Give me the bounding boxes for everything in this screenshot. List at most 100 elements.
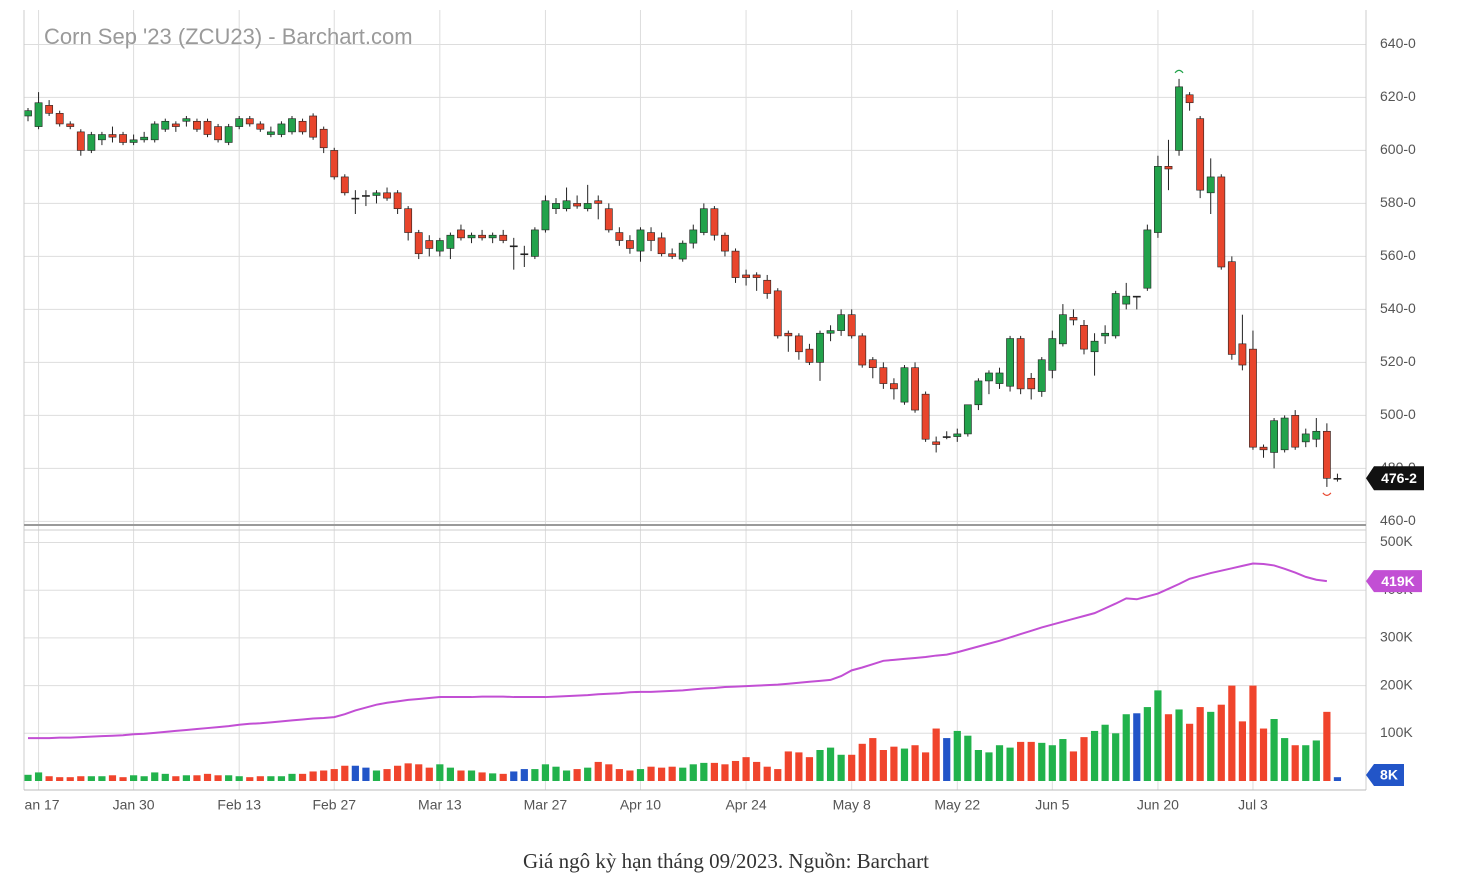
volume-bar [446,767,454,781]
volume-bar [520,769,528,781]
volume-bar [225,775,233,781]
candle-body [435,240,444,252]
candle-body [1217,176,1226,268]
candle-body [942,436,951,438]
candle-body [626,240,634,249]
candle-body [1080,324,1088,350]
x-tick-label: Jan 17 [18,797,60,813]
candle-body [953,433,962,437]
candle-body [319,128,328,149]
volume-bar [267,776,275,781]
volume-bar [1006,747,1014,781]
volume-bar [985,752,993,781]
candle-body [911,367,919,411]
y-tick-label: 600-0 [1380,141,1416,157]
y-tick-label: 560-0 [1380,247,1416,263]
candle-body [34,102,43,127]
candle-body [1090,340,1099,353]
candle-body [816,332,824,363]
volume-bar [795,752,803,781]
last-price-marker [1366,466,1424,491]
candle-body [868,359,877,368]
candle-body [1322,430,1331,479]
candle-body [140,136,149,141]
volume-bar [362,767,370,781]
candle-body [921,393,930,440]
candle-body [119,134,127,143]
candle-body [647,232,655,241]
volume-bar [1323,711,1331,781]
volume-bar [605,764,613,781]
candle-body [900,367,909,403]
volume-bar [1112,733,1120,781]
candle-body [1101,332,1110,337]
volume-bar [66,777,74,781]
x-tick-label: Apr 10 [620,797,661,813]
candle-body [562,200,571,210]
volume-bar [1017,741,1025,781]
volume-bar [900,748,909,781]
x-tick-label: Jun 20 [1137,797,1179,813]
volume-bar [721,764,729,781]
volume-bar [541,764,550,781]
volume-bar [679,767,687,781]
candle-body [1249,348,1257,448]
candle-body [393,192,402,210]
volume-bar [1259,728,1268,781]
volume-bar [858,743,866,781]
candle-body [689,229,698,244]
candle-body [425,240,434,249]
candle-body [615,232,624,241]
x-tick-label: Mar 27 [524,797,568,813]
volume-bar [394,765,402,781]
volume-label: 8K [1380,767,1398,783]
x-tick-label: Feb 27 [312,797,356,813]
volume-bar [510,771,518,781]
candle-body [995,372,1004,384]
candle-body [879,367,888,384]
volume-bar [974,750,982,781]
volume-bar [1196,707,1204,781]
candle-body [309,115,318,138]
candle-body [530,229,539,257]
candle-body [277,123,286,135]
volume-bar [1027,741,1035,781]
volume-bar [826,747,835,781]
candle-body [552,203,560,210]
candle-body [55,113,64,125]
chart-title: Corn Sep '23 (ZCU23) - Barchart.com [44,24,413,49]
x-tick-label: May 22 [934,797,980,813]
open-interest-label: 419K [1381,573,1414,589]
volume-bar [1333,777,1342,781]
volume-bar [626,770,634,781]
candle-body [826,330,835,334]
volume-bar [1270,719,1278,781]
candle-body [1301,433,1310,443]
volume-bar [731,760,740,781]
candle-body [478,234,486,239]
volume-bar [710,762,718,781]
volume-marker [1366,764,1404,786]
candle-body [763,279,772,294]
volume-bar [1238,721,1246,781]
volume-bar [636,769,645,781]
volume-bar [140,776,148,781]
candle-body [932,441,941,445]
candle-body [1037,359,1046,392]
volume-bar [1186,723,1194,781]
volume-bar [689,764,697,781]
candle-body [467,234,476,239]
candle-body [594,200,603,204]
y-tick-label: 200K [1380,676,1413,692]
volume-bar [1038,742,1046,781]
candle-body [1185,94,1194,104]
candle-body [583,203,592,210]
x-tick-label: Jun 5 [1035,797,1069,813]
candle-body [1154,166,1162,233]
candle-body [847,314,856,337]
candle-body [129,139,138,143]
volume-bar [953,730,961,781]
volume-bar [1059,739,1067,781]
